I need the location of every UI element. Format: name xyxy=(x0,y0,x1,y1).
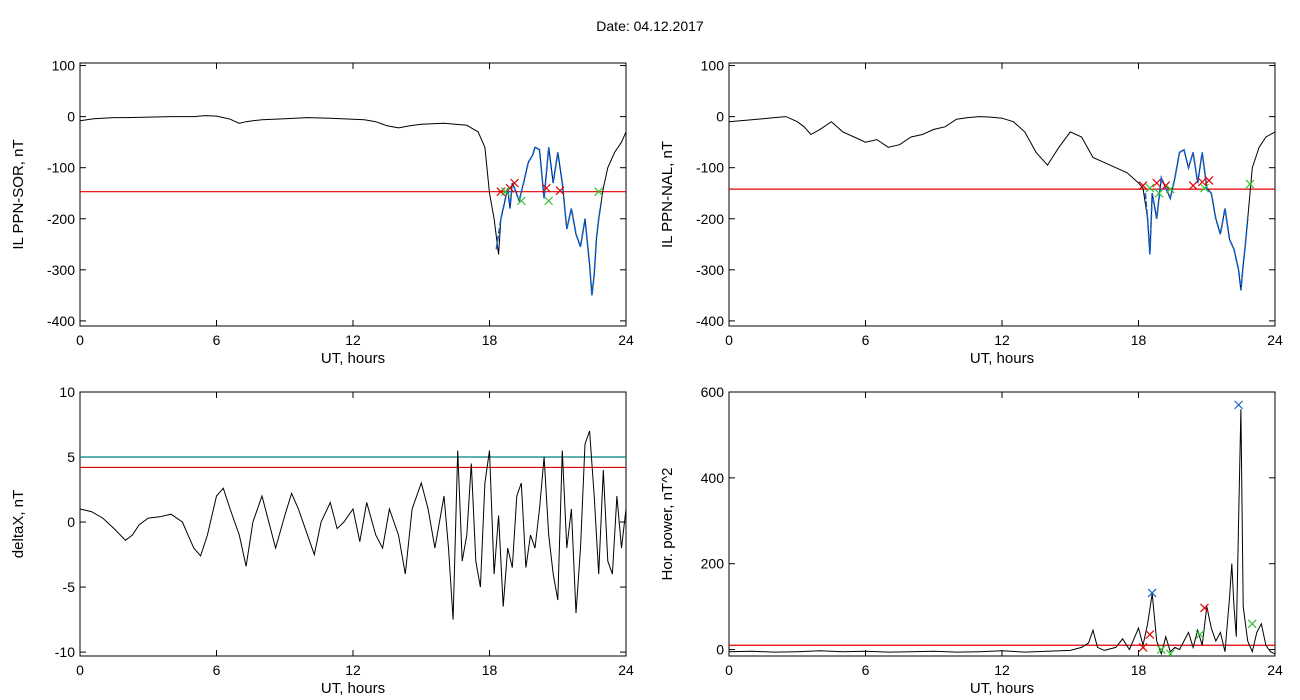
panel-ppn-nal: 0 6 12 18 24 100 0 -100 -200 -300 -400 UT, hours IL … xyxy=(659,58,1283,367)
plot-frame xyxy=(728,62,1276,327)
event-marker xyxy=(510,178,519,188)
event-marker xyxy=(1204,176,1214,185)
y-tick-label: 0 xyxy=(716,642,724,658)
event-marker xyxy=(1165,184,1175,194)
plot-area xyxy=(729,400,1275,656)
event-marker xyxy=(1188,181,1198,190)
y-tick-label: -5 xyxy=(63,579,76,595)
y-tick-label: -200 xyxy=(696,211,724,227)
plot-area xyxy=(80,115,626,296)
highlight-series-line xyxy=(1144,148,1249,291)
x-tick-label: 18 xyxy=(482,662,498,678)
event-marker xyxy=(1145,183,1155,193)
event-marker xyxy=(541,183,551,193)
y-tick-label: 600 xyxy=(701,384,725,400)
y-axis-label: Hor. power, nT^2 xyxy=(659,468,676,581)
event-marker xyxy=(1145,630,1155,639)
y-axis-label: IL PPN-NAL, nT xyxy=(659,141,676,248)
event-marker xyxy=(1138,181,1148,190)
x-tick-label: 24 xyxy=(1267,662,1283,678)
y-axis-label: deltaX, nT xyxy=(10,490,27,558)
event-marker xyxy=(1234,400,1244,410)
x-tick-label: 6 xyxy=(862,662,870,678)
y-tick-label: -200 xyxy=(47,211,75,227)
plot-frame xyxy=(728,391,1276,657)
event-marker xyxy=(516,196,526,206)
x-axis-label: UT, hours xyxy=(970,680,1034,697)
series-line xyxy=(729,116,1275,291)
x-tick-label: 24 xyxy=(618,332,634,348)
y-tick-label: 400 xyxy=(701,470,725,486)
x-tick-label: 0 xyxy=(76,662,84,678)
x-tick-label: 12 xyxy=(345,662,361,678)
event-marker xyxy=(1200,183,1209,193)
series-line xyxy=(729,409,1275,656)
x-tick-label: 24 xyxy=(1267,332,1283,348)
x-tick-label: 24 xyxy=(618,662,634,678)
panel-ppn-sor: 0 6 12 18 24 100 0 -100 -200 -300 -400 UT, hours IL … xyxy=(10,58,634,367)
x-tick-label: 18 xyxy=(482,332,498,348)
y-tick-label: 0 xyxy=(67,514,75,530)
event-marker xyxy=(1195,630,1205,639)
event-marker xyxy=(544,196,554,206)
y-tick-label: -100 xyxy=(696,160,724,176)
y-tick-label: -300 xyxy=(696,262,724,278)
highlight-series-line xyxy=(495,146,602,296)
x-tick-label: 6 xyxy=(213,332,221,348)
x-tick-label: 6 xyxy=(213,662,221,678)
x-tick-label: 6 xyxy=(862,332,870,348)
event-marker xyxy=(1147,588,1157,598)
event-marker xyxy=(555,186,565,196)
date-label: Date: 04.12.2017 xyxy=(596,18,704,34)
plot-frame xyxy=(79,391,627,657)
x-tick-label: 18 xyxy=(1131,662,1147,678)
event-marker xyxy=(1197,177,1207,187)
x-tick-label: 12 xyxy=(994,662,1010,678)
y-tick-label: 0 xyxy=(67,109,75,125)
event-marker xyxy=(501,187,510,197)
event-marker xyxy=(1165,649,1175,656)
event-marker xyxy=(1156,645,1166,654)
y-tick-label: -10 xyxy=(55,644,75,660)
x-axis-label: UT, hours xyxy=(970,350,1034,367)
series-line xyxy=(80,115,626,296)
event-marker xyxy=(1154,188,1164,198)
y-tick-label: -100 xyxy=(47,160,75,176)
y-tick-label: 10 xyxy=(59,384,75,400)
event-marker xyxy=(1152,178,1162,188)
y-tick-label: 5 xyxy=(67,449,75,465)
panel-deltax: 0 6 12 18 24 10 5 0 -5 -10 UT, hours deltaX, nT xyxy=(10,384,634,697)
event-marker xyxy=(1138,642,1148,652)
x-tick-label: 12 xyxy=(994,332,1010,348)
event-marker xyxy=(594,187,604,197)
y-tick-label: -300 xyxy=(47,262,75,278)
x-tick-label: 18 xyxy=(1131,332,1147,348)
y-tick-label: 200 xyxy=(701,556,725,572)
plot-area xyxy=(729,116,1275,291)
y-tick-label: -400 xyxy=(47,313,75,329)
x-axis-label: UT, hours xyxy=(321,680,385,697)
y-axis-label: IL PPN-SOR, nT xyxy=(10,139,27,249)
event-marker xyxy=(1245,179,1255,189)
event-marker xyxy=(1161,181,1171,190)
x-tick-label: 12 xyxy=(345,332,361,348)
x-axis-label: UT, hours xyxy=(321,350,385,367)
y-tick-label: 100 xyxy=(52,58,76,74)
event-marker xyxy=(1247,619,1257,629)
series-line xyxy=(80,430,626,620)
panel-hor-power: 0 6 12 18 24 600 400 200 0 UT, hours Hor. power, n… xyxy=(659,384,1283,697)
x-tick-label: 0 xyxy=(76,332,84,348)
y-tick-label: 100 xyxy=(701,58,725,74)
plot-area xyxy=(80,430,626,620)
x-tick-label: 0 xyxy=(725,662,733,678)
y-tick-label: 0 xyxy=(716,109,724,125)
y-tick-label: -400 xyxy=(696,313,724,329)
x-tick-label: 0 xyxy=(725,332,733,348)
event-marker xyxy=(1200,603,1209,613)
